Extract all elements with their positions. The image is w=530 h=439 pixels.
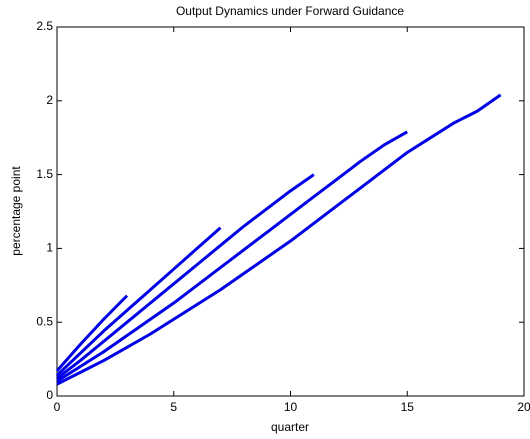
y-tick-label: 1.5 <box>36 167 53 181</box>
x-tick-label: 20 <box>517 400 530 414</box>
y-tick-label: 0.5 <box>36 314 53 328</box>
line <box>56 93 502 386</box>
y-tick-label: 1 <box>46 241 53 255</box>
x-axis-label: quarter <box>271 420 309 434</box>
x-tick-label: 0 <box>54 400 61 414</box>
y-tick-label: 0 <box>46 388 53 402</box>
y-tick-label: 2 <box>46 93 53 107</box>
line <box>56 173 315 380</box>
x-tick-label: 10 <box>284 400 298 414</box>
y-tick-label: 2.5 <box>36 19 53 33</box>
plot-box <box>56 26 525 397</box>
y-axis-label: percentage point <box>9 166 23 256</box>
chart-title: Output Dynamics under Forward Guidance <box>176 4 404 18</box>
line <box>55 226 222 377</box>
line <box>56 130 408 383</box>
x-tick-label: 15 <box>401 400 415 414</box>
line <box>55 294 129 372</box>
x-tick-label: 5 <box>170 400 177 414</box>
